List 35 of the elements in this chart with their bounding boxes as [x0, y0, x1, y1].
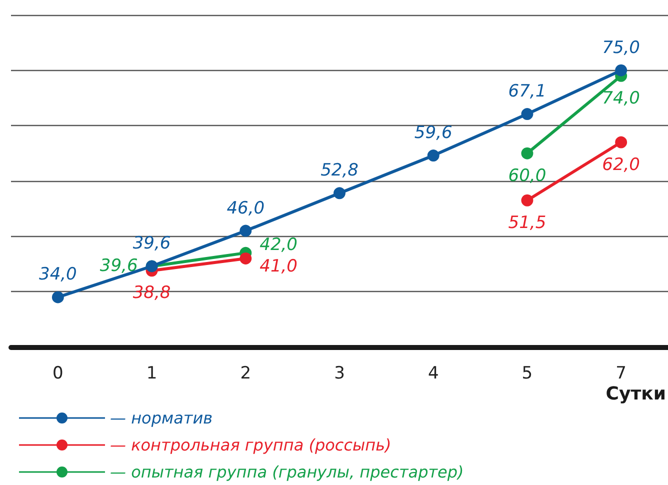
x-tick-label: 1 [146, 364, 158, 384]
data-label: 74,0 [602, 88, 640, 108]
point [521, 194, 534, 206]
data-label: 52,8 [320, 160, 359, 181]
data-label: 46,0 [226, 198, 265, 218]
data-label: 39,6 [100, 256, 138, 276]
data-label: 34,0 [39, 264, 77, 285]
data-label: 67,1 [508, 82, 546, 102]
x-tick-label: 5 [522, 364, 533, 384]
data-label: 59,6 [414, 123, 452, 144]
data-label: 51,5 [508, 212, 546, 233]
point [240, 252, 252, 264]
point [521, 108, 534, 120]
x-axis-title: Сутки [606, 384, 666, 404]
data-label: 62,0 [602, 154, 640, 175]
point [52, 291, 64, 304]
x-tick-label: 0 [52, 364, 64, 384]
text: — опытная группа (гранулы, престартер) [110, 462, 464, 482]
text: — контрольная группа (россыпь) [110, 436, 392, 454]
point [334, 187, 346, 200]
data-label: 42,0 [260, 234, 298, 255]
x-tick-label: 3 [334, 364, 345, 384]
data-label: 75,0 [602, 38, 640, 58]
data-label: 39,6 [132, 234, 171, 254]
point [615, 136, 628, 148]
x-tick-label: 7 [616, 364, 626, 384]
x-tick-label: 2 [240, 364, 252, 384]
x-tick-label: 4 [428, 364, 439, 384]
data-label: 41,0 [260, 256, 298, 276]
point [427, 150, 440, 162]
point [521, 147, 534, 160]
point [240, 224, 252, 237]
point [615, 64, 628, 76]
text: — норматив [110, 408, 213, 428]
data-label: 60,0 [508, 166, 546, 186]
